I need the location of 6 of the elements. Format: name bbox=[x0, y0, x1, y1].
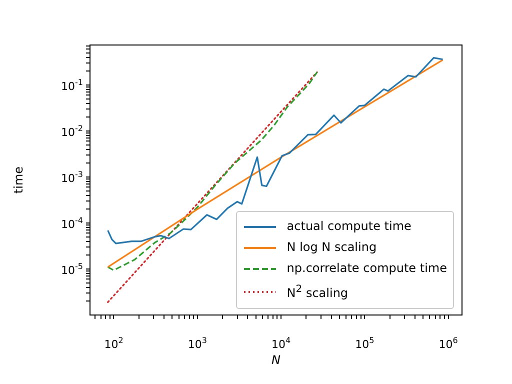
x-axis-title: N bbox=[272, 352, 281, 367]
legend-label: N$^{2}$ scaling bbox=[286, 283, 348, 302]
legend-label: np.correlate compute time bbox=[286, 260, 447, 277]
legend-label: actual compute time bbox=[286, 218, 412, 235]
legend-label: N log N scaling bbox=[286, 239, 377, 256]
y-axis-title: time bbox=[11, 166, 26, 194]
